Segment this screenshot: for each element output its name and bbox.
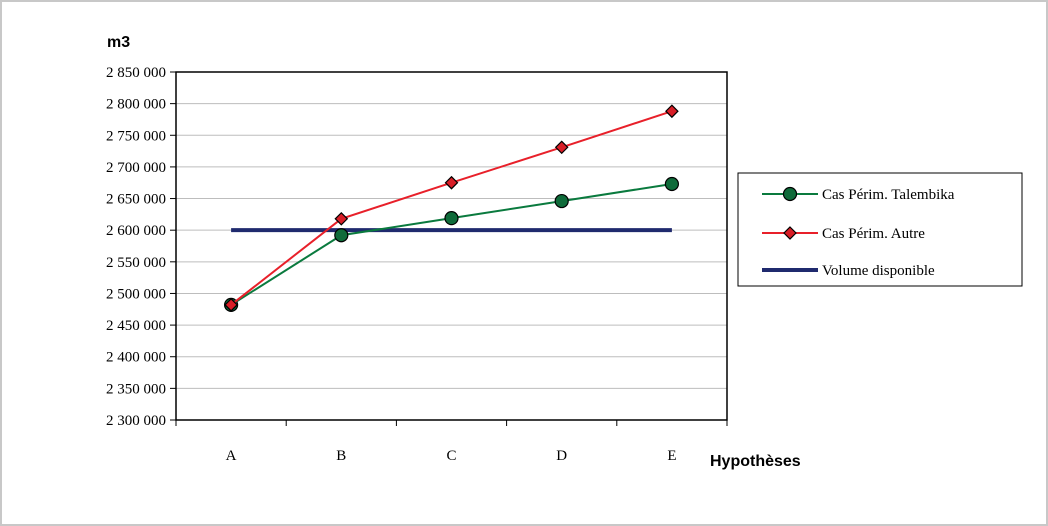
legend-label: Cas Périm. Talembika [822,187,955,203]
data-point [554,193,569,209]
y-tick-label: 2 500 000 [106,286,166,302]
x-tick-label: B [336,448,346,464]
data-point [334,211,349,226]
y-tick-label: 2 400 000 [106,350,166,366]
x-tick-label: C [446,448,456,464]
y-tick-label: 2 600 000 [106,223,166,239]
y-axis-title: m3 [107,34,130,51]
legend-marker [783,226,797,240]
data-point [665,104,679,119]
data-point [224,297,238,312]
y-tick-label: 2 300 000 [106,413,166,429]
gridlines [176,103,727,389]
data-point [444,175,459,190]
y-tick-label: 2 700 000 [106,160,166,176]
series-0 [224,176,680,312]
series-1 [224,104,679,312]
legend-label: Cas Périm. Autre [822,226,925,242]
y-tick-label: 2 650 000 [106,192,166,208]
y-tick-label: 2 550 000 [106,255,166,271]
data-point [664,176,680,192]
legend-label: Volume disponible [822,263,935,279]
series-line [230,110,673,306]
x-tick-label: D [556,448,567,464]
y-tick-label: 2 800 000 [106,97,166,113]
y-tick-label: 2 350 000 [106,381,166,397]
legend-marker [782,186,798,202]
x-axis-title: Hypothèses [710,453,801,470]
data-point [334,228,349,243]
y-tick-label: 2 450 000 [106,318,166,334]
axis-ticks: 2 300 000 2 350 000 2 400 000 2 450 000 2 50… [106,65,728,464]
x-tick-label: E [667,448,676,464]
legend: Cas Périm. Talembika Cas Périm. Autre Volu… [737,172,1023,287]
x-tick-label: A [226,448,237,464]
series-line [230,183,673,306]
y-tick-label: 2 750 000 [106,128,166,144]
series-lines [224,104,680,312]
data-point [554,140,569,155]
plot-area [175,71,728,421]
y-tick-label: 2 850 000 [106,65,166,81]
data-point [444,211,459,226]
